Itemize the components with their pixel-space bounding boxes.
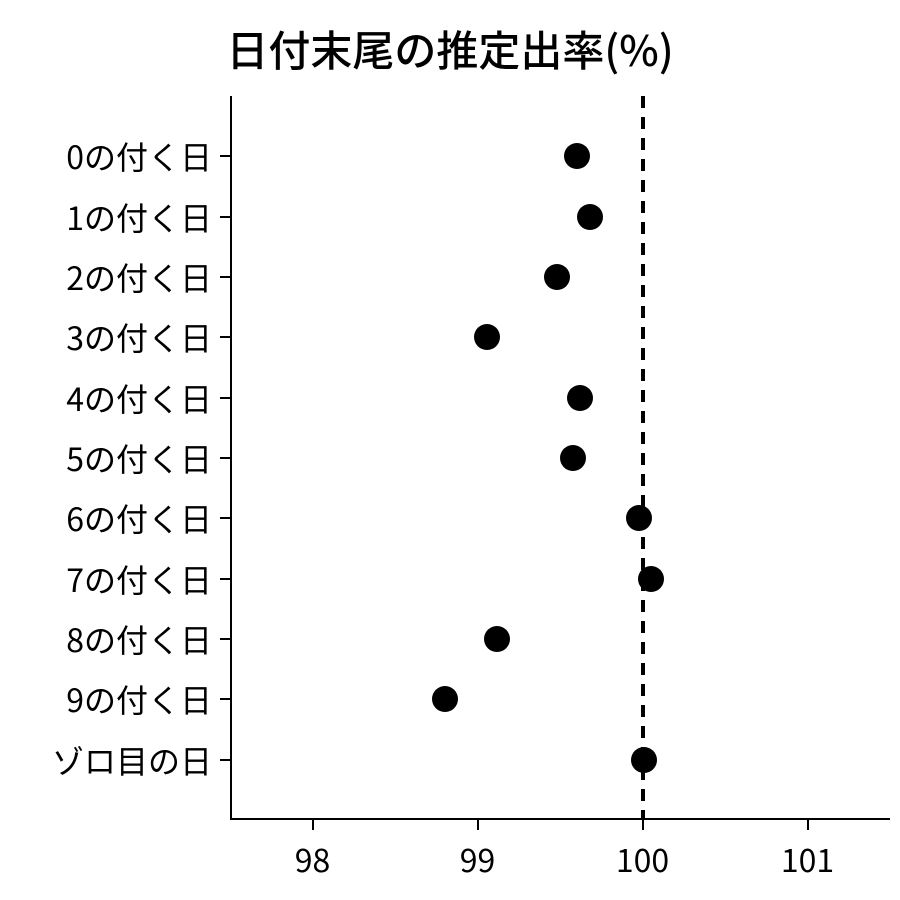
y-tick-label: 0の付く日 xyxy=(0,133,212,179)
data-point xyxy=(474,324,500,350)
y-tick-mark xyxy=(220,457,230,459)
y-tick-mark xyxy=(220,216,230,218)
data-point xyxy=(560,445,586,471)
data-point xyxy=(544,264,570,290)
y-tick-label: 7の付く日 xyxy=(0,556,212,602)
x-tick-mark xyxy=(477,820,479,830)
y-tick-mark xyxy=(220,578,230,580)
y-tick-label: 3の付く日 xyxy=(0,314,212,360)
data-point xyxy=(631,747,657,773)
data-point xyxy=(638,566,664,592)
data-point xyxy=(564,143,590,169)
y-tick-mark xyxy=(220,336,230,338)
y-tick-label: 1の付く日 xyxy=(0,194,212,240)
data-point xyxy=(484,626,510,652)
y-tick-label: 6の付く日 xyxy=(0,495,212,541)
x-tick-mark xyxy=(807,820,809,830)
data-point xyxy=(567,385,593,411)
y-tick-mark xyxy=(220,517,230,519)
data-point xyxy=(432,686,458,712)
y-tick-mark xyxy=(220,276,230,278)
x-tick-label: 100 xyxy=(616,836,669,882)
data-point xyxy=(577,204,603,230)
x-tick-mark xyxy=(642,820,644,830)
y-tick-label: 8の付く日 xyxy=(0,616,212,662)
x-tick-label: 99 xyxy=(460,836,496,882)
y-tick-label: 4の付く日 xyxy=(0,375,212,421)
chart-title: 日付末尾の推定出率(%) xyxy=(0,18,900,79)
y-tick-label: 2の付く日 xyxy=(0,254,212,300)
data-point xyxy=(626,505,652,531)
reference-line xyxy=(640,96,646,820)
y-tick-label: 5の付く日 xyxy=(0,435,212,481)
y-tick-mark xyxy=(220,638,230,640)
x-tick-mark xyxy=(312,820,314,830)
y-tick-mark xyxy=(220,155,230,157)
chart-container: 日付末尾の推定出率(%) 0の付く日 1の付く日 2の付く日 3の付く日 4の付く日 5の… xyxy=(0,0,900,900)
y-tick-mark xyxy=(220,397,230,399)
y-tick-mark xyxy=(220,698,230,700)
x-tick-label: 101 xyxy=(781,836,834,882)
y-tick-label: 9の付く日 xyxy=(0,676,212,722)
x-tick-label: 98 xyxy=(295,836,331,882)
y-tick-label: ゾロ目の日 xyxy=(0,737,212,783)
y-tick-mark xyxy=(220,759,230,761)
